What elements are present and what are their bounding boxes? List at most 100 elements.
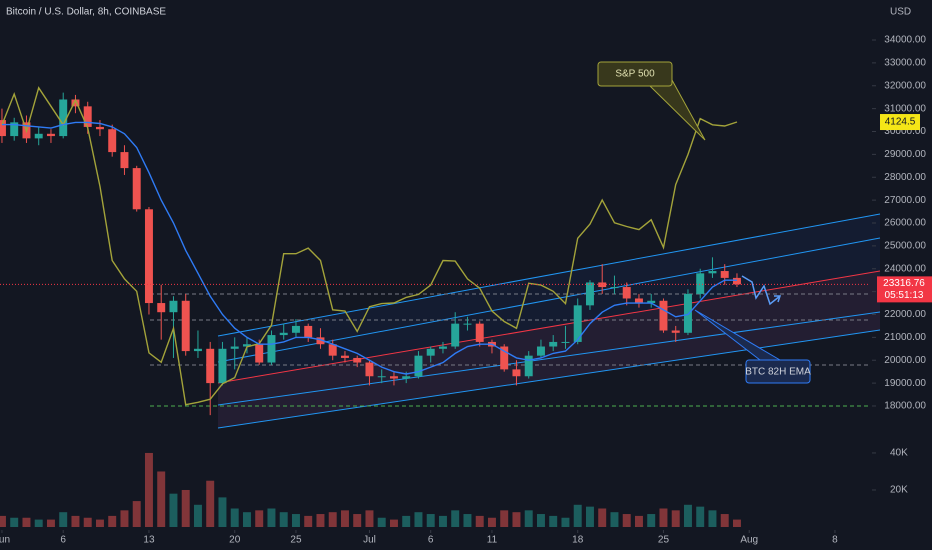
- callout-tail: [694, 309, 781, 361]
- volume-bar: [561, 517, 570, 527]
- y-tick-label: 33000.00: [884, 58, 926, 69]
- candle-body: [193, 348, 202, 352]
- volume-bar: [463, 514, 472, 527]
- volume-bar: [193, 504, 202, 527]
- y-tick-label: 18000.00: [884, 401, 926, 412]
- candle-body: [108, 129, 117, 153]
- candle-body: [255, 344, 264, 363]
- candle-body: [206, 348, 215, 384]
- candle-body: [316, 337, 325, 345]
- volume-bar: [169, 493, 178, 527]
- x-tick-label: 13: [143, 535, 155, 546]
- volume-bar: [426, 514, 435, 527]
- volume-bar: [671, 510, 680, 527]
- volume-bar: [732, 519, 741, 527]
- channel-line: [217, 311, 881, 406]
- volume-bar: [598, 508, 607, 527]
- last-price-box: [877, 276, 932, 303]
- plot: [0, 86, 870, 527]
- y-tick-label: 30000.00: [884, 126, 926, 137]
- countdown: 05:51:13: [885, 290, 924, 301]
- volume-bar: [647, 514, 656, 527]
- candle-body: [218, 348, 227, 384]
- candle-body: [365, 362, 374, 377]
- volume-bar: [132, 501, 141, 527]
- candle-body: [377, 376, 386, 378]
- candle-body: [561, 341, 570, 343]
- candle-body: [500, 346, 509, 370]
- x-tick-label: 6: [428, 535, 434, 546]
- y-tick-label: 29000.00: [884, 149, 926, 160]
- volume-bar: [622, 514, 631, 527]
- y-tick-label: 25000.00: [884, 241, 926, 252]
- x-tick-label: Jul: [363, 535, 376, 546]
- channel-line: [217, 213, 881, 337]
- candle-body: [291, 325, 300, 333]
- overlay-last-label: 4124.5: [885, 117, 916, 128]
- candle-body: [573, 305, 582, 342]
- volume-bar: [71, 515, 80, 527]
- candle-body: [732, 277, 741, 285]
- volume-bar: [610, 512, 619, 527]
- last-price-label: 23316.76: [883, 278, 925, 289]
- x-tick-label: Jun: [0, 535, 10, 546]
- candle-body: [46, 133, 55, 137]
- x-tick-label: 18: [572, 535, 584, 546]
- y-tick-label: 22000.00: [884, 309, 926, 320]
- volume-bar: [573, 504, 582, 527]
- candle-body: [598, 282, 607, 288]
- callout-tail: [649, 79, 706, 141]
- candle-body: [120, 152, 129, 169]
- candle-body: [671, 330, 680, 333]
- volume-bar: [10, 517, 19, 527]
- candle-body: [242, 344, 251, 347]
- candle-body: [328, 344, 337, 356]
- volume-bar: [267, 508, 276, 527]
- volume-bar: [0, 515, 6, 527]
- volume-bar: [438, 515, 447, 527]
- currency: USD: [890, 7, 911, 18]
- channel-mid: [217, 270, 881, 384]
- y-tick-label: 28000.00: [884, 172, 926, 183]
- volume-bar: [475, 515, 484, 527]
- volume-bar: [120, 510, 129, 527]
- y-tick-label: 24000.00: [884, 263, 926, 274]
- candle-body: [230, 346, 239, 349]
- volume-bar: [634, 515, 643, 527]
- candle-body: [634, 298, 643, 304]
- y-tick-label: 26000.00: [884, 218, 926, 229]
- volume-bar: [108, 515, 117, 527]
- series-line: [1, 86, 738, 406]
- volume-bar: [206, 480, 215, 527]
- candle-body: [536, 346, 545, 356]
- volume-bar: [414, 512, 423, 527]
- candle-body: [95, 126, 104, 130]
- candle-body: [451, 323, 460, 347]
- candle-body: [340, 355, 349, 358]
- volume-bar: [720, 514, 729, 527]
- candle-body: [353, 357, 362, 363]
- channel-line: [217, 329, 881, 429]
- volume-bar: [157, 471, 166, 527]
- volume-bar: [340, 510, 349, 527]
- candle-body: [696, 273, 705, 294]
- x-tick-label: 11: [487, 535, 498, 546]
- volume-bar: [487, 517, 496, 527]
- volume-tick-label: 20K: [890, 485, 908, 496]
- callout-box: [597, 61, 673, 87]
- candle-body: [279, 332, 288, 336]
- volume-bar: [328, 512, 337, 527]
- volume-bar: [181, 489, 190, 527]
- candle-body: [59, 99, 68, 137]
- candle-body: [71, 99, 80, 107]
- channel-fill: [218, 214, 880, 428]
- volume-bar: [524, 510, 533, 527]
- channel-fill-lower: [218, 271, 880, 428]
- volume-bar: [696, 506, 705, 527]
- volume-bar: [683, 504, 692, 527]
- y-tick-label: 34000.00: [884, 35, 926, 46]
- candle-body: [34, 133, 43, 139]
- y-tick-label: 21000.00: [884, 332, 926, 343]
- volume-bar: [242, 512, 251, 527]
- volume-tick-label: 40K: [890, 448, 908, 459]
